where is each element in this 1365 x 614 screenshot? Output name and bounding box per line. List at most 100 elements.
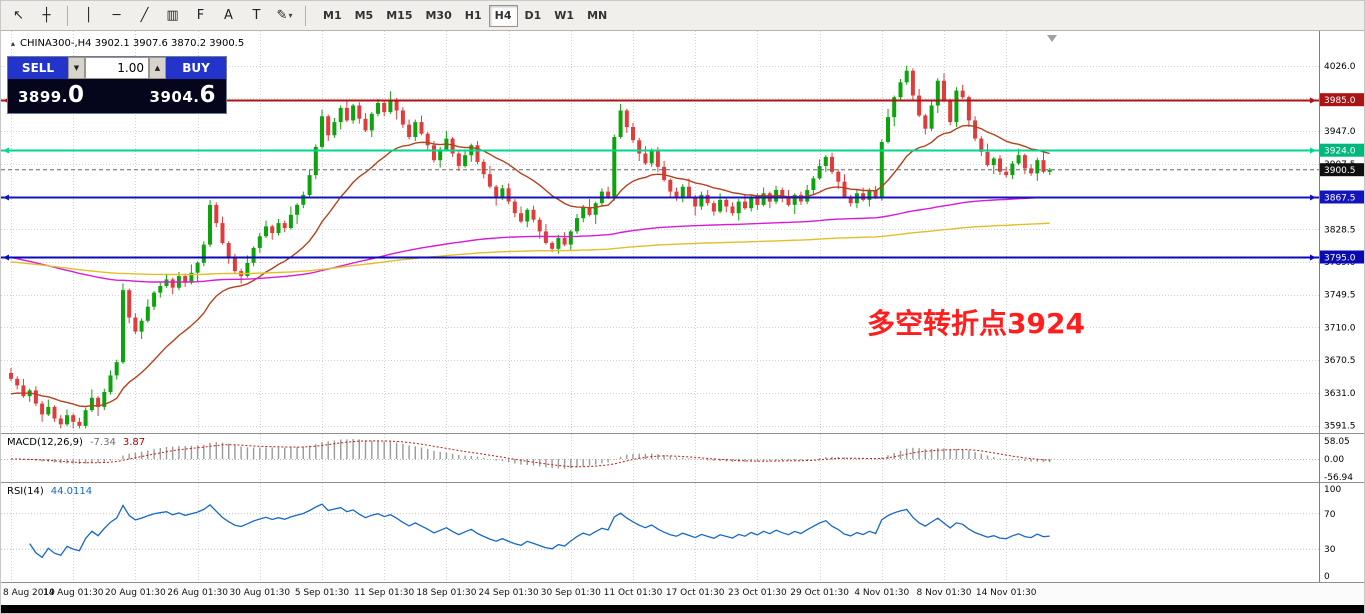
price-badge[interactable]: [1320, 190, 1365, 204]
time-axis[interactable]: 8 Aug 2019 14 Aug 01:30 20 Aug 01:30 26 Aug…: [1, 582, 1364, 605]
timeframes-group: M1 M5 M15 M30 H1 H4 D1 W1 MN: [317, 4, 613, 27]
candle: [730, 202, 735, 216]
chart-ohlc-header: ▴ CHINA300-,H4 3902.1 3907.6 3870.2 3900…: [11, 38, 244, 49]
candle: [288, 206, 293, 230]
price-tick-label: 3670.5: [1324, 356, 1356, 366]
label-tool-button[interactable]: T: [243, 4, 270, 28]
price-badge-label: 3985.0: [1324, 96, 1356, 106]
volume-decrease-button[interactable]: ▼: [68, 57, 85, 79]
sell-button[interactable]: SELL: [8, 57, 68, 79]
candle: [214, 202, 219, 228]
price-badge[interactable]: [1320, 163, 1365, 177]
timeframe-m30-button[interactable]: M30: [419, 5, 457, 27]
candle: [575, 214, 579, 234]
candle: [257, 233, 262, 253]
ma-fast-red-line: [10, 124, 1050, 408]
dropdown-arrow-icon: ▾: [288, 11, 293, 20]
candle: [158, 282, 163, 298]
timeframe-h4-button[interactable]: H4: [488, 4, 518, 27]
candle: [935, 78, 940, 113]
candle: [9, 368, 13, 382]
candle: [637, 137, 642, 161]
price-badge[interactable]: [1320, 250, 1365, 264]
candle: [363, 113, 368, 132]
trendline-tool-button[interactable]: ╱: [131, 4, 158, 28]
text-tool-button[interactable]: A: [215, 4, 242, 28]
candle: [718, 193, 723, 214]
candle: [724, 198, 729, 213]
candle: [780, 187, 785, 203]
candle: [413, 119, 418, 142]
fibonacci-icon: F: [196, 8, 205, 23]
time-axis-label: 23 Oct 01:30: [728, 588, 787, 598]
candle: [139, 318, 144, 339]
price-badge[interactable]: [1320, 93, 1365, 107]
fibonacci-tool-button[interactable]: F: [187, 4, 214, 28]
time-axis-label: 8 Nov 01:30: [916, 588, 972, 598]
candle: [830, 152, 834, 175]
time-axis-label: 11 Oct 01:30: [603, 588, 663, 598]
macd-signal-value: 3.87: [122, 437, 146, 448]
candle: [444, 131, 449, 152]
macd-histogram: [16, 439, 1051, 469]
trade-panel-controls: SELL ▼ ▲ BUY: [8, 57, 226, 79]
horizontal-line-tool-button[interactable]: ─: [103, 4, 130, 28]
price-tick-label: 3591.5: [1324, 422, 1356, 432]
candle: [52, 405, 57, 422]
candle: [512, 199, 517, 218]
timeframe-w1-button[interactable]: W1: [548, 5, 580, 27]
rsi-indicator-label: RSI(14) 44.0114: [7, 486, 92, 497]
candle: [662, 161, 667, 182]
buy-button[interactable]: BUY: [166, 57, 226, 79]
candle: [687, 178, 691, 199]
vertical-line-tool-button[interactable]: │: [75, 4, 102, 28]
rsi-axis-label: 70: [1324, 510, 1336, 520]
candle: [195, 261, 200, 282]
toolbar-separator: [305, 5, 306, 26]
candle: [991, 156, 996, 175]
main-chart-area[interactable]: ▴ CHINA300-,H4 3902.1 3907.6 3870.2 3900…: [1, 31, 1365, 433]
price-tick-label: 4026.0: [1324, 62, 1356, 72]
timeframe-h1-button[interactable]: H1: [459, 5, 488, 27]
timeframe-m5-button[interactable]: M5: [349, 5, 380, 27]
volume-increase-button[interactable]: ▲: [149, 57, 166, 79]
hline-left-arrow-icon: [3, 254, 9, 261]
candle: [382, 100, 387, 117]
price-badge-label: 3900.5: [1324, 166, 1356, 176]
volume-input[interactable]: [85, 57, 149, 79]
macd-panel-svg: 58.05 0.00 -56.94: [1, 433, 1364, 482]
shapes-tool-button[interactable]: ✎ ▾: [271, 4, 298, 28]
timeframe-mn-button[interactable]: MN: [581, 5, 613, 27]
trendline-icon: ╱: [140, 8, 149, 23]
time-axis-label: 30 Aug 01:30: [229, 588, 291, 598]
candle: [680, 184, 685, 203]
timeframe-m1-button[interactable]: M1: [317, 5, 348, 27]
timeframe-d1-button[interactable]: D1: [519, 5, 548, 27]
macd-axis-label: 0.00: [1324, 455, 1344, 465]
price-badge[interactable]: [1320, 143, 1365, 157]
candle: [108, 370, 113, 395]
candle: [836, 169, 841, 190]
timeframe-m15-button[interactable]: M15: [380, 5, 418, 27]
candle: [152, 291, 157, 310]
candle: [823, 155, 828, 172]
candle: [344, 100, 349, 123]
candle: [923, 113, 928, 135]
candle: [133, 313, 138, 334]
candle: [170, 277, 175, 295]
candle: [245, 255, 250, 278]
candle: [301, 191, 306, 209]
candle: [612, 134, 617, 201]
candle: [979, 136, 984, 156]
one-click-trading-panel: SELL ▼ ▲ BUY 3899.0 3904.6: [7, 56, 227, 114]
candle: [58, 415, 63, 429]
candle: [226, 241, 231, 264]
equidistant-channel-tool-button[interactable]: ▥: [159, 4, 186, 28]
cursor-tool-button[interactable]: ↖: [5, 4, 32, 28]
crosshair-tool-button[interactable]: ┼: [33, 4, 60, 28]
candle: [910, 68, 915, 100]
candle: [929, 101, 934, 132]
candle: [562, 232, 567, 247]
toolbar-separator: [67, 5, 68, 26]
